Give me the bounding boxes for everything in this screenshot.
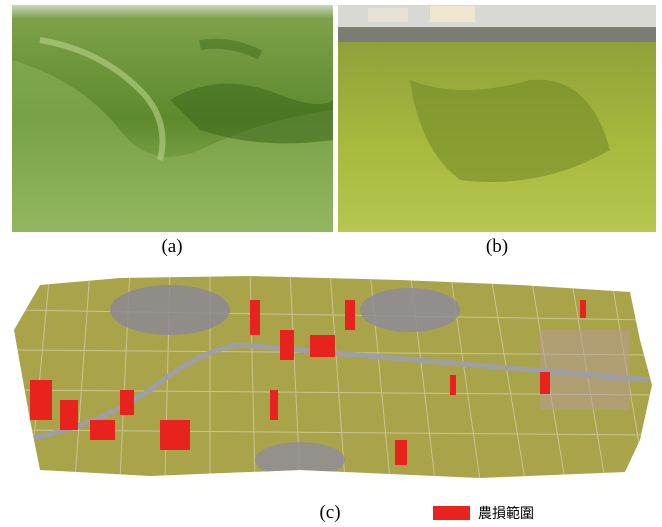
legend-label: 農損範圍 xyxy=(478,505,534,522)
map-c xyxy=(10,270,655,482)
photo-b xyxy=(338,5,656,232)
photo-a xyxy=(12,5,333,232)
figure: (a) (b) xyxy=(0,0,662,527)
panel-label: (a) xyxy=(161,236,182,257)
panel-label: (c) xyxy=(319,502,340,523)
panel-label: (b) xyxy=(486,236,508,257)
legend-swatch xyxy=(433,506,470,520)
